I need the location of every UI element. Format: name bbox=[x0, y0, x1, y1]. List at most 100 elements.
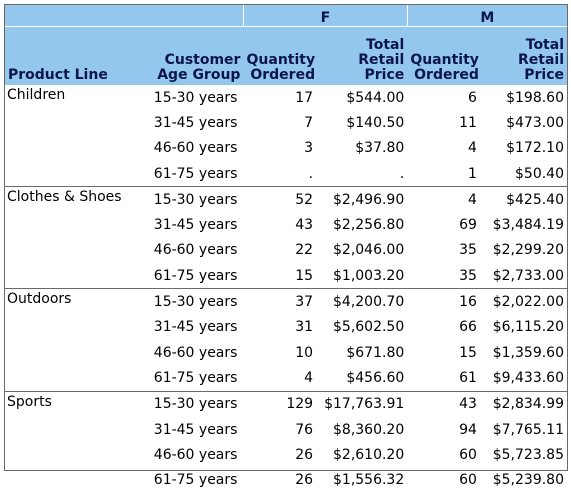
col-header-product-line: Product Line bbox=[5, 26, 146, 85]
report-table-frame: F M Product Line Customer Age Group Quant… bbox=[4, 4, 568, 488]
table-row: Children 15-30 years 17 $544.00 6 $198.60 bbox=[5, 85, 567, 110]
cell-f-quantity: 7 bbox=[304, 114, 314, 131]
cell-f-quantity: 76 bbox=[295, 421, 314, 438]
cell-f-price: $671.80 bbox=[346, 344, 405, 361]
cell-m-quantity: 61 bbox=[459, 369, 477, 386]
table-row: 61-75 years 15 $1,003.20 35 $2,733.00 bbox=[5, 263, 567, 289]
column-header-row: Product Line Customer Age Group Quantity O… bbox=[5, 26, 567, 85]
cell-m-price: $50.40 bbox=[515, 165, 564, 182]
cell-m-price: $473.00 bbox=[506, 114, 564, 131]
cell-m-quantity: 69 bbox=[459, 217, 477, 234]
cell-age-group: 15-30 years bbox=[153, 89, 238, 106]
cell-product-line bbox=[5, 365, 146, 391]
cell-m-price: $172.10 bbox=[506, 140, 564, 157]
cell-m-quantity: 4 bbox=[407, 186, 482, 213]
table-row: 31-45 years 76 $8,360.20 94 $7,765.11 bbox=[5, 417, 567, 442]
cell-m-quantity: 66 bbox=[459, 319, 477, 336]
table-header: F M Product Line Customer Age Group Quant… bbox=[5, 5, 567, 85]
cell-f-quantity: 17 bbox=[295, 89, 314, 106]
cell-f-price: $1,003.20 bbox=[333, 267, 405, 284]
cell-m-quantity: 16 bbox=[407, 288, 482, 315]
cell-m-price: $3,484.19 bbox=[492, 217, 564, 234]
cell-age-group: 31-45 years bbox=[153, 217, 238, 234]
cell-f-quantity: . bbox=[308, 165, 314, 182]
cell-f-quantity: 3 bbox=[304, 140, 314, 157]
group-header-row: F M bbox=[5, 5, 567, 27]
cell-product-line bbox=[5, 467, 146, 492]
table-row: 61-75 years 26 $1,556.32 60 $5,239.80 bbox=[5, 467, 567, 492]
cell-m-price: $2,733.00 bbox=[492, 267, 564, 284]
group-header-female: F bbox=[242, 5, 408, 27]
table-row: 61-75 years.. 1 $50.40 bbox=[5, 161, 567, 187]
cell-f-price: $5,602.50 bbox=[333, 319, 405, 336]
cell-m-quantity: 43 bbox=[407, 390, 482, 417]
cell-f-quantity: 26 bbox=[295, 472, 314, 489]
table-row: 46-60 years 3 $37.80 4 $172.10 bbox=[5, 136, 567, 161]
cell-age-group: 61-75 years bbox=[153, 369, 238, 386]
cell-f-price: $2,610.20 bbox=[333, 446, 405, 463]
cell-product-line bbox=[5, 442, 146, 467]
cell-product-line bbox=[5, 212, 146, 237]
cell-m-price: $2,834.99 bbox=[481, 390, 567, 417]
cell-m-quantity: 60 bbox=[459, 446, 477, 463]
cell-f-price: $2,256.80 bbox=[333, 217, 405, 234]
cell-f-price: $8,360.20 bbox=[333, 421, 405, 438]
cell-m-quantity: 60 bbox=[459, 472, 477, 489]
col-header-f-price: Total Retail Price bbox=[318, 26, 408, 85]
cell-product-line bbox=[5, 315, 146, 340]
cell-m-price: $5,239.80 bbox=[492, 472, 564, 489]
cell-f-quantity: 52 bbox=[243, 186, 319, 213]
cell-age-group: 15-30 years bbox=[146, 186, 244, 213]
cell-product-line bbox=[5, 263, 146, 289]
cell-product-line bbox=[5, 417, 146, 442]
col-header-age-group: Customer Age Group bbox=[146, 26, 244, 85]
cell-product-line: Sports bbox=[5, 390, 146, 417]
cell-m-price: $198.60 bbox=[506, 89, 564, 106]
cell-age-group: 61-75 years bbox=[153, 267, 238, 284]
cell-m-price: $7,765.11 bbox=[492, 421, 564, 438]
table-row: 46-60 years 10 $671.80 15 $1,359.60 bbox=[5, 340, 567, 365]
cell-f-price: . bbox=[399, 165, 405, 182]
table-row: 31-45 years 43 $2,256.80 69 $3,484.19 bbox=[5, 212, 567, 237]
cell-f-quantity: 31 bbox=[295, 319, 314, 336]
cell-f-quantity: 4 bbox=[304, 369, 314, 386]
cell-f-quantity: 10 bbox=[295, 344, 314, 361]
cell-m-quantity: 15 bbox=[459, 344, 477, 361]
table-row: 31-45 years 7 $140.50 11 $473.00 bbox=[5, 110, 567, 135]
cell-m-quantity: 35 bbox=[459, 267, 477, 284]
cell-m-quantity: 35 bbox=[459, 242, 477, 259]
cell-product-line: Children bbox=[7, 87, 66, 103]
cell-m-quantity: 4 bbox=[467, 140, 477, 157]
cell-f-price: $1,556.32 bbox=[333, 472, 405, 489]
cell-f-quantity: 37 bbox=[243, 288, 319, 315]
col-header-m-quantity: Quantity Ordered bbox=[407, 26, 482, 85]
cell-m-quantity: 94 bbox=[459, 421, 477, 438]
table-row: 46-60 years 22 $2,046.00 35 $2,299.20 bbox=[5, 238, 567, 263]
cell-m-price: $9,433.60 bbox=[492, 369, 564, 386]
cell-m-price: $2,022.00 bbox=[481, 288, 567, 315]
cell-product-line bbox=[5, 340, 146, 365]
cell-m-price: $5,723.85 bbox=[492, 446, 564, 463]
cell-m-price: $6,115.20 bbox=[492, 319, 564, 336]
cell-age-group: 61-75 years bbox=[153, 472, 238, 489]
cell-f-price: $544.00 bbox=[346, 89, 405, 106]
cell-m-quantity: 11 bbox=[459, 114, 477, 131]
cell-f-price: $37.80 bbox=[355, 140, 405, 157]
cell-f-quantity: 26 bbox=[295, 446, 314, 463]
cell-age-group: 15-30 years bbox=[146, 288, 244, 315]
cell-age-group: 31-45 years bbox=[153, 114, 238, 131]
table-row: Sports 15-30 years 129 $17,763.91 43 $2,834.9… bbox=[5, 390, 567, 417]
cell-m-quantity: 1 bbox=[467, 165, 477, 182]
table-body: Children 15-30 years 17 $544.00 6 $198.60 31-4… bbox=[5, 85, 567, 493]
table-row: 46-60 years 26 $2,610.20 60 $5,723.85 bbox=[5, 442, 567, 467]
group-header-spacer bbox=[5, 5, 244, 27]
cell-f-quantity: 22 bbox=[295, 242, 314, 259]
cell-product-line: Clothes & Shoes bbox=[5, 186, 146, 213]
cell-m-quantity: 6 bbox=[467, 89, 477, 106]
col-header-m-price: Total Retail Price bbox=[481, 26, 567, 85]
table-row: Outdoors 15-30 years 37 $4,200.70 16 $2,022.0… bbox=[5, 288, 567, 315]
cell-m-price: $2,299.20 bbox=[492, 242, 564, 259]
cell-f-quantity: 15 bbox=[295, 267, 314, 284]
cell-age-group: 46-60 years bbox=[153, 140, 238, 157]
cell-f-price: $456.60 bbox=[346, 369, 405, 386]
